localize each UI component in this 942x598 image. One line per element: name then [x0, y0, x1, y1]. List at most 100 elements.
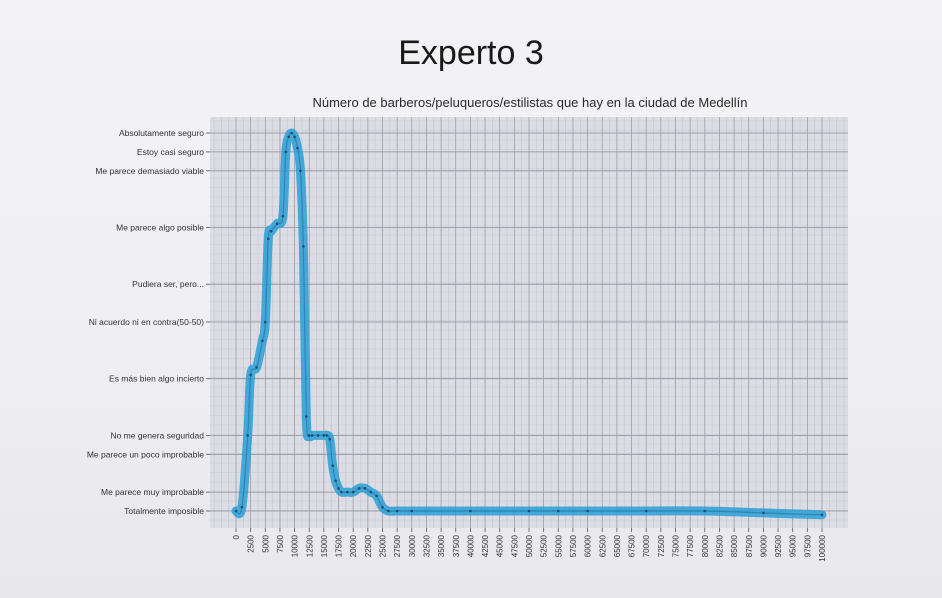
data-point [703, 509, 707, 513]
data-point [261, 339, 264, 343]
data-point [325, 434, 329, 437]
data-point [287, 135, 291, 139]
data-point [328, 437, 332, 441]
x-tick-label: 17500 [335, 534, 344, 557]
x-tick-label: 10000 [291, 534, 300, 557]
data-point [644, 509, 648, 513]
data-point [331, 464, 334, 467]
data-point [527, 509, 531, 513]
x-tick-label: 57500 [569, 534, 578, 557]
data-point [284, 150, 288, 154]
x-tick-label: 72500 [657, 534, 666, 557]
x-tick-label: 35000 [437, 534, 446, 557]
x-tick-label: 22500 [364, 534, 373, 557]
data-point [299, 169, 302, 173]
data-point [387, 509, 390, 513]
y-tick-label: Es más bien algo incierto [109, 374, 204, 384]
y-tick-label: Me parece demasiado viable [95, 166, 204, 176]
x-tick-label: 80000 [701, 534, 710, 557]
data-point [275, 222, 279, 226]
x-tick-label: 2500 [247, 534, 256, 552]
x-tick-label: 50000 [525, 534, 534, 557]
y-tick-label: Ni acuerdo ni en contra(50-50) [89, 317, 204, 327]
data-point [375, 494, 378, 498]
x-tick-label: 90000 [759, 534, 768, 557]
data-point [557, 509, 560, 513]
y-tick-label: No me genera seguridad [110, 430, 204, 440]
y-tick-label: Absolutamente seguro [119, 128, 204, 138]
data-point [296, 146, 299, 150]
x-tick-label: 87500 [745, 534, 754, 557]
data-point [586, 509, 589, 513]
data-point [337, 487, 340, 490]
x-tick-label: 95000 [789, 534, 798, 557]
x-tick-label: 60000 [584, 534, 593, 557]
data-point [363, 487, 367, 490]
y-tick-label: Totalmente imposible [124, 506, 204, 516]
x-tick-label: 92500 [774, 534, 783, 557]
data-point [290, 131, 293, 135]
x-tick-label: 0 [232, 534, 241, 539]
data-point [469, 509, 472, 513]
x-tick-label: 67500 [628, 534, 637, 557]
y-tick-label: Estoy casi seguro [137, 147, 204, 157]
y-tick-label: Me parece un poco improbable [87, 449, 204, 459]
x-tick-label: 15000 [320, 534, 329, 557]
x-tick-label: 12500 [305, 534, 314, 557]
data-point [346, 490, 349, 494]
data-point [255, 366, 258, 369]
x-tick-label: 85000 [730, 534, 739, 557]
data-point [249, 373, 252, 377]
data-point [281, 214, 285, 218]
data-point [307, 434, 311, 437]
x-tick-label: 27500 [393, 534, 402, 557]
data-point [410, 509, 414, 513]
data-point [234, 509, 238, 513]
x-tick-label: 32500 [422, 534, 431, 557]
x-tick-label: 30000 [408, 534, 417, 557]
x-tick-label: 65000 [613, 534, 622, 557]
x-axis: 0 2500 5000 7500 10000 12500 15000 17500 20000 22… [232, 528, 827, 562]
data-point [293, 135, 296, 139]
data-point [310, 434, 314, 437]
data-point [381, 505, 384, 509]
data-point [357, 487, 361, 490]
x-tick-label: 77500 [686, 534, 695, 557]
data-point [240, 505, 244, 509]
series-layer [231, 128, 827, 520]
data-point [269, 229, 273, 233]
x-tick-label: 25000 [379, 534, 388, 557]
x-tick-label: 62500 [598, 534, 607, 557]
data-point [820, 513, 824, 517]
x-tick-label: 47500 [510, 534, 519, 557]
x-tick-label: 45000 [496, 534, 505, 557]
x-tick-label: 52500 [540, 534, 549, 557]
x-tick-label: 7500 [276, 534, 285, 552]
x-tick-label: 42500 [481, 534, 490, 557]
x-tick-label: 70000 [642, 534, 651, 557]
page-heading: Experto 3 [398, 34, 544, 72]
y-axis: Absolutamente seguro Estoy casi seguro Me … [87, 128, 210, 516]
data-point [334, 479, 337, 483]
series-line-core [235, 132, 823, 516]
data-point [305, 415, 308, 418]
y-tick-label: Pudiera ser, pero... [132, 279, 204, 289]
data-point [369, 490, 373, 494]
x-tick-label: 20000 [349, 534, 358, 557]
x-tick-label: 55000 [554, 534, 563, 557]
data-point [395, 509, 399, 513]
data-point [266, 237, 270, 241]
x-tick-label: 5000 [261, 534, 270, 552]
chart-title: Número de barberos/peluqueros/estilistas… [312, 95, 748, 110]
data-point [302, 245, 305, 248]
data-point [762, 511, 765, 515]
x-tick-label: 82500 [715, 534, 724, 557]
x-tick-label: 100000 [818, 534, 827, 561]
data-point [246, 434, 250, 437]
data-point [316, 434, 320, 437]
data-point [351, 490, 355, 494]
x-tick-label: 75000 [672, 534, 681, 557]
data-point [264, 320, 267, 324]
x-tick-label: 40000 [466, 534, 475, 557]
